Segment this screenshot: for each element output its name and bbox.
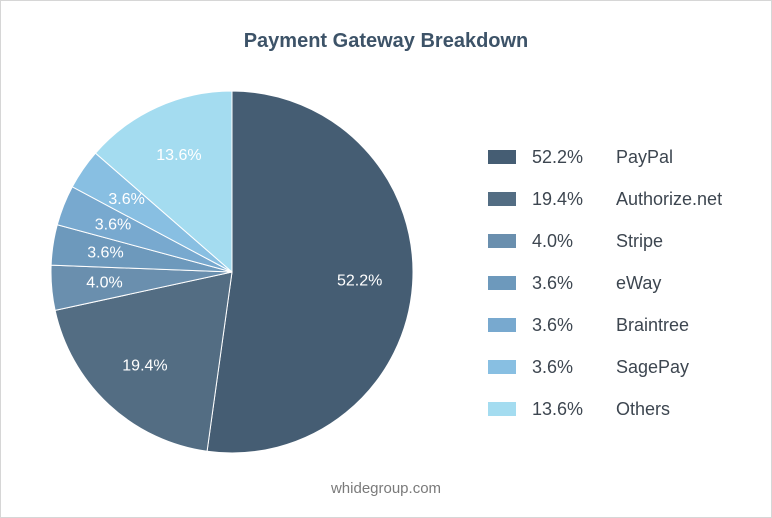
slice-label: 3.6% [108, 191, 144, 208]
legend-value: 4.0% [532, 230, 574, 251]
legend-swatch [488, 402, 516, 416]
slice-label: 19.4% [122, 357, 167, 374]
legend-item: 3.6% eWay [488, 262, 722, 304]
legend-swatch [488, 150, 516, 164]
slice-label: 4.0% [86, 275, 122, 292]
legend-item: 4.0% Stripe [488, 220, 722, 262]
legend-item: 19.4% Authorize.net [488, 178, 722, 220]
legend-label: Authorize.net [616, 188, 723, 209]
legend-label: PayPal [616, 146, 674, 167]
pie-slice [94, 90, 233, 274]
chart-title: Payment Gateway Breakdown [243, 30, 529, 52]
legend-value: 3.6% [532, 272, 574, 293]
chart-legend: 52.2% PayPal 19.4% Authorize.net 4.0% St… [488, 136, 722, 430]
legend-item: 3.6% Braintree [488, 304, 722, 346]
legend-item: 13.6% Others [488, 388, 722, 430]
legend-swatch [488, 360, 516, 374]
legend-label: Others [616, 398, 671, 419]
legend-swatch [488, 192, 516, 206]
legend-value: 3.6% [532, 314, 574, 335]
legend-swatch [488, 276, 516, 290]
legend-item: 52.2% PayPal [488, 136, 722, 178]
legend-value: 52.2% [532, 146, 584, 167]
pie-slice [206, 90, 414, 454]
source-credit: whidegroup.com [330, 480, 442, 497]
slice-label: 13.6% [156, 147, 201, 164]
slice-label: 3.6% [95, 216, 131, 233]
legend-label: Braintree [616, 314, 690, 335]
legend-value: 19.4% [532, 188, 584, 209]
legend-label: Stripe [616, 230, 664, 251]
legend-item: 3.6% SagePay [488, 346, 722, 388]
legend-swatch [488, 234, 516, 248]
legend-label: eWay [616, 272, 662, 293]
legend-value: 13.6% [532, 398, 584, 419]
legend-value: 3.6% [532, 356, 574, 377]
slice-label: 3.6% [87, 244, 123, 261]
legend-swatch [488, 318, 516, 332]
legend-label: SagePay [616, 356, 690, 377]
pie-slice [54, 271, 233, 452]
slice-label: 52.2% [337, 272, 382, 289]
